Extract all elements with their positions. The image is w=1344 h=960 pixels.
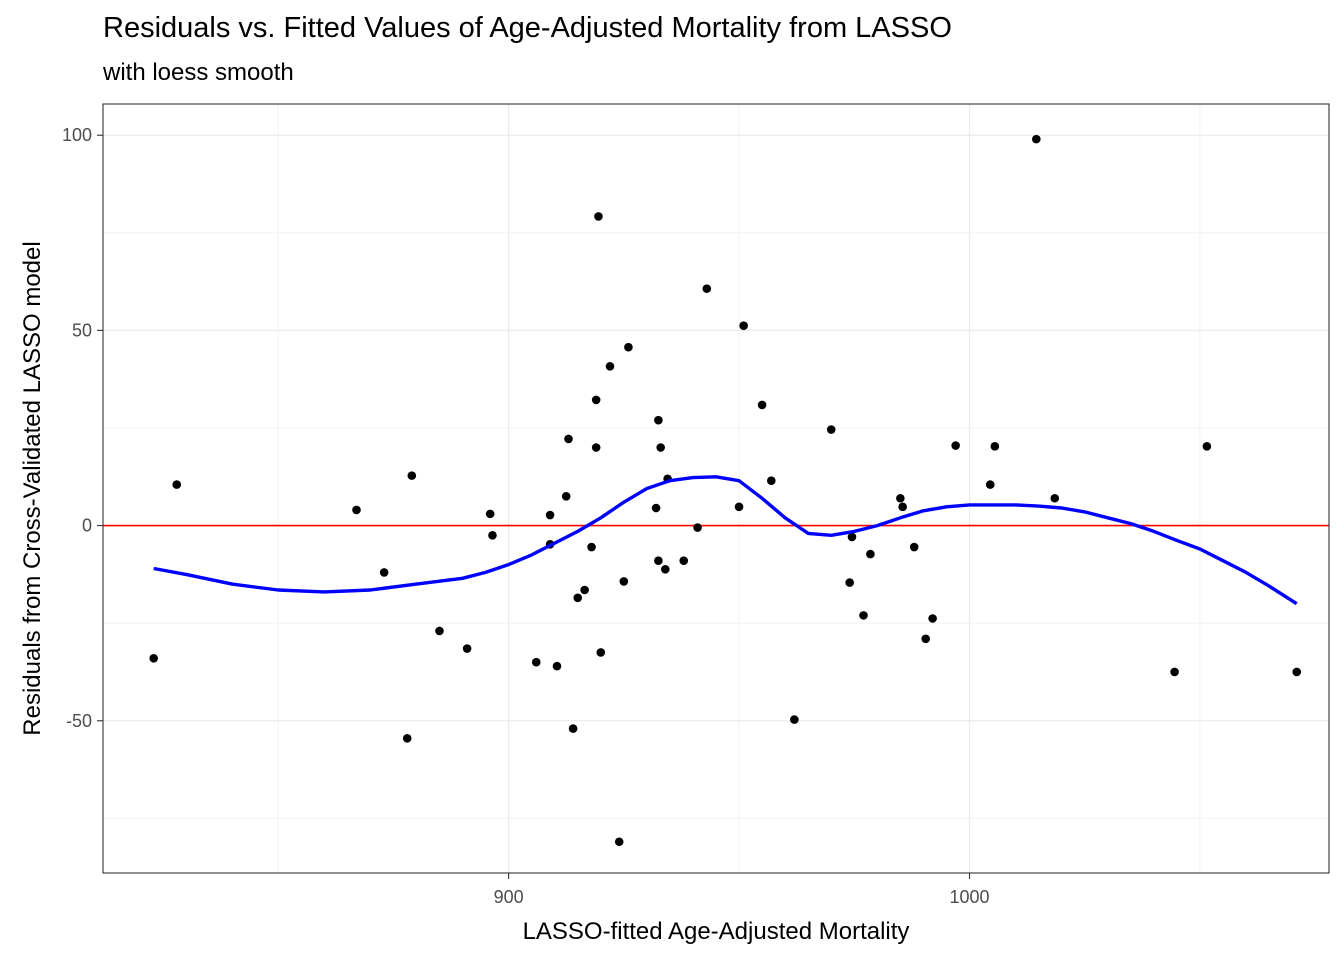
data-point [594,212,603,221]
data-point [1292,667,1302,677]
data-point [654,415,663,425]
data-point [580,585,589,595]
data-point [402,734,412,743]
data-point [552,661,562,671]
data-point [619,577,629,586]
data-point [531,657,541,667]
data-point [866,549,875,559]
x-axis-ticks: 900 1000 [494,873,990,907]
data-point [661,565,670,574]
data-point [702,284,712,293]
data-point [614,837,624,847]
data-point [596,648,606,657]
data-point [1032,134,1041,144]
data-point [928,614,937,623]
data-point [591,395,601,405]
data-point [352,505,361,515]
data-point [587,542,596,552]
data-point [568,724,578,733]
data-point [462,644,472,653]
x-axis-label: LASSO-fitted Age-Adjusted Mortality [523,918,910,945]
data-point [435,626,444,636]
loess-smooth-line [153,475,1298,606]
y-tick-label: -50 [66,711,92,731]
major-gridlines [103,104,1329,873]
data-point [591,443,601,452]
data-point [826,425,836,434]
data-point [679,556,689,566]
data-point [693,523,702,532]
data-point [564,434,573,444]
data-point [656,443,665,452]
y-tick-label: 100 [62,125,92,145]
data-point [896,493,905,503]
data-point [379,568,389,577]
data-point [859,611,868,620]
data-point [790,715,799,724]
minor-gridlines [103,104,1329,873]
data-point [757,400,767,410]
data-point [990,442,1000,451]
data-point [488,531,497,540]
data-point [734,502,744,512]
data-point [1202,442,1212,451]
data-point [172,480,182,489]
data-point [605,362,615,371]
data-point [624,342,633,352]
y-tick-label: 50 [72,320,92,340]
y-tick-label: 0 [82,516,92,536]
data-point [739,321,748,331]
chart-subtitle: with loess smooth [103,59,294,86]
data-point [909,542,919,552]
data-point [149,654,158,663]
data-point [1050,493,1060,503]
chart-title: Residuals vs. Fitted Values of Age-Adjus… [103,12,952,44]
data-point [407,471,417,480]
data-point [485,509,495,519]
data-point [651,503,661,513]
data-point [1170,667,1179,677]
x-tick-label: 900 [494,887,524,907]
data-point [545,510,555,520]
residual-points [149,134,1302,847]
data-point [847,532,857,542]
panel-border [102,103,1330,874]
data-point [561,492,571,501]
data-point [898,502,907,512]
data-point [767,476,776,485]
x-tick-label: 1000 [949,887,989,907]
data-point [951,441,960,450]
data-point [654,556,663,566]
data-point [573,593,583,603]
y-axis-label: Residuals from Cross-Validated LASSO mod… [19,241,46,735]
data-point [921,634,931,644]
data-point [845,578,854,587]
data-point [985,480,995,489]
y-axis-ticks: -50 0 50 100 [62,125,103,731]
